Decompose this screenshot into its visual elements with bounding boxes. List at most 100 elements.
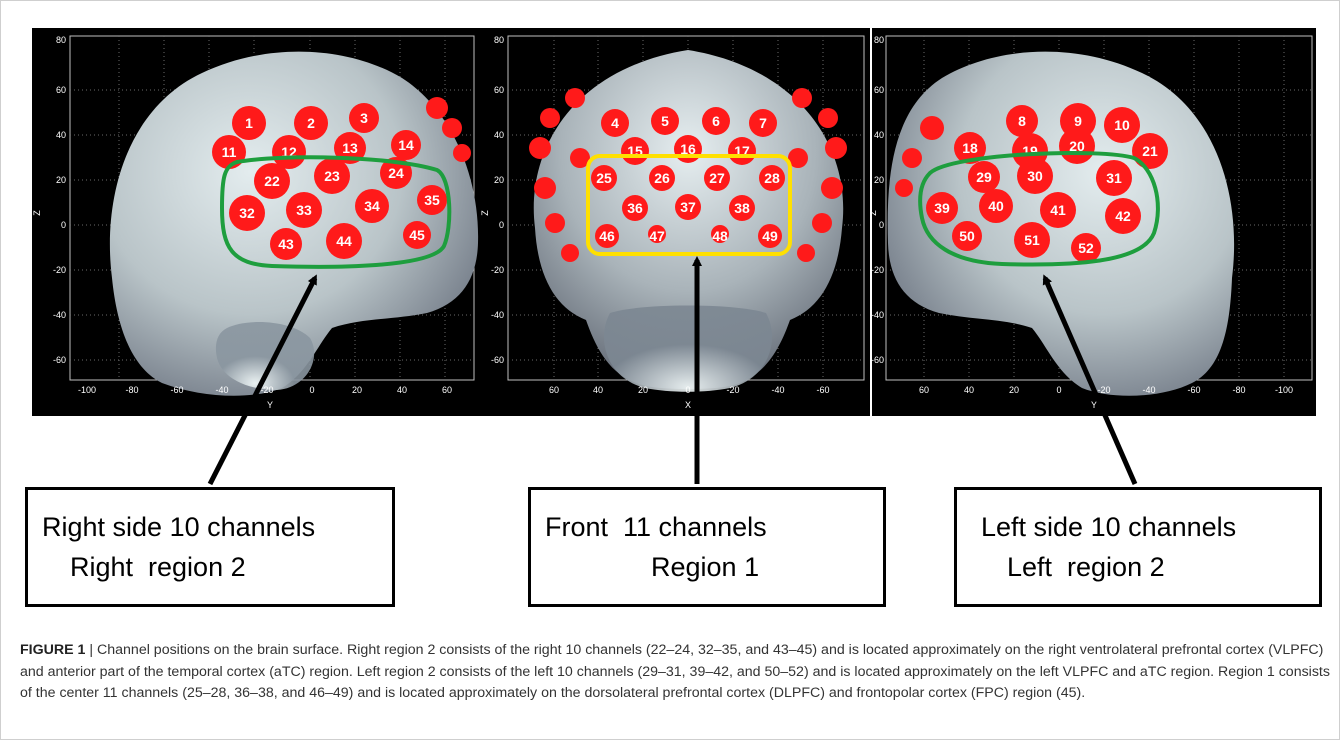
channel-label: 32 [239,205,255,221]
svg-text:40: 40 [593,385,603,395]
channel-label: 21 [1142,143,1158,159]
channel-label: 3 [360,110,368,126]
svg-text:-40: -40 [771,385,784,395]
channel-label: 10 [1114,117,1130,133]
svg-text:60: 60 [874,85,884,95]
channel-label: 2 [307,115,315,131]
svg-text:-60: -60 [53,355,66,365]
channel-label: 22 [264,173,280,189]
channel-label: 26 [654,170,670,186]
y-axis-title-front: Z [480,210,490,216]
svg-text:40: 40 [964,385,974,395]
svg-text:80: 80 [874,35,884,45]
channel-label: 20 [1069,138,1085,154]
svg-text:20: 20 [638,385,648,395]
svg-text:-20: -20 [491,265,504,275]
svg-text:-40: -40 [215,385,228,395]
channel-label: 47 [649,228,665,244]
svg-text:-40: -40 [1142,385,1155,395]
channel-label: 28 [764,170,780,186]
svg-text:0: 0 [309,385,314,395]
channel-label: 31 [1106,170,1122,186]
y-ticks-front: 80 60 40 20 0 -20 -40 -60 [491,35,504,365]
channel-label: 18 [962,140,978,156]
channel-label: 24 [388,165,404,181]
svg-text:-40: -40 [53,310,66,320]
channel-label: 35 [424,192,440,208]
channel-label: 5 [661,113,669,129]
channel-label: 4 [611,115,619,131]
channel-label: 8 [1018,113,1026,129]
svg-text:40: 40 [874,130,884,140]
caption-separator: | [85,642,98,658]
channel-label: 11 [222,144,237,160]
channel-label: 45 [409,227,425,243]
svg-text:80: 80 [494,35,504,45]
svg-text:20: 20 [874,175,884,185]
channel-label: 39 [934,200,950,216]
svg-text:60: 60 [56,85,66,95]
region-outline-left [918,151,1160,267]
x-axis-title-front: X [685,400,691,410]
label-box-left: Left side 10 channels Left region 2 [954,487,1322,607]
svg-text:-60: -60 [491,355,504,365]
region-outline-front [586,154,792,256]
channel-label: 16 [680,141,696,157]
x-ticks-front: 60 40 20 0 -20 -40 -60 [549,385,830,395]
figure-number: FIGURE 1 [20,642,86,658]
channel-label: 34 [364,198,380,214]
channel-label: 23 [324,168,340,184]
x-axis-title-right: Y [267,400,273,410]
panel-right-sagittal: 1 2 3 11 12 13 14 22 23 24 32 33 34 35 4… [32,28,480,416]
label-box-right: Right side 10 channels Right region 2 [25,487,395,607]
y-ticks-right: 80 60 40 20 0 -20 -40 -60 [53,35,66,365]
channel-label: 41 [1050,202,1066,218]
label-front-line1: Front 11 channels [545,512,767,542]
svg-text:60: 60 [494,85,504,95]
channel-labels-right: 1 2 3 11 12 13 14 22 23 24 32 33 34 35 4… [222,110,440,252]
svg-text:-40: -40 [491,310,504,320]
svg-text:60: 60 [442,385,452,395]
svg-text:-80: -80 [1232,385,1245,395]
channel-label: 13 [342,140,358,156]
channel-label: 37 [680,199,696,215]
channel-label: 43 [278,236,294,252]
channel-label: 40 [988,198,1004,214]
svg-text:-20: -20 [1097,385,1110,395]
label-left-line1: Left side 10 channels [981,512,1237,542]
svg-text:-20: -20 [260,385,273,395]
svg-text:-100: -100 [1275,385,1293,395]
svg-text:40: 40 [397,385,407,395]
label-box-front: Front 11 channels Region 1 [528,487,886,607]
caption-text: Channel positions on the brain surface. … [20,642,1330,701]
svg-text:20: 20 [1009,385,1019,395]
panel-front-coronal: 4 5 6 7 15 16 17 25 26 27 28 36 37 38 46… [480,28,928,416]
svg-text:-60: -60 [170,385,183,395]
y-axis-title-right: Z [32,210,42,216]
channel-label: 25 [596,170,612,186]
svg-text:-20: -20 [53,265,66,275]
svg-text:80: 80 [56,35,66,45]
svg-text:0: 0 [499,220,504,230]
x-axis-title-left: Y [1091,400,1097,410]
channel-label: 51 [1024,232,1040,248]
channel-label: 49 [762,228,778,244]
region-outline-right [219,155,452,269]
panel-left-sagittal: 8 9 10 18 19 20 21 29 30 31 39 40 41 42 … [872,28,1316,416]
channel-label: 50 [959,228,975,244]
channel-label: 52 [1078,240,1094,256]
channel-label: 36 [627,200,643,216]
svg-text:20: 20 [494,175,504,185]
svg-text:-100: -100 [78,385,96,395]
channel-label: 42 [1115,208,1131,224]
channel-label: 30 [1027,168,1043,184]
label-front-line2: Region 1 [651,552,760,582]
svg-text:20: 20 [56,175,66,185]
label-left-line2: Left region 2 [1007,552,1165,582]
svg-text:0: 0 [685,385,690,395]
svg-text:-60: -60 [1187,385,1200,395]
svg-text:-60: -60 [872,355,884,365]
channel-label: 7 [759,115,767,131]
channel-label: 38 [734,200,750,216]
label-right-line1: Right side 10 channels [42,512,316,542]
